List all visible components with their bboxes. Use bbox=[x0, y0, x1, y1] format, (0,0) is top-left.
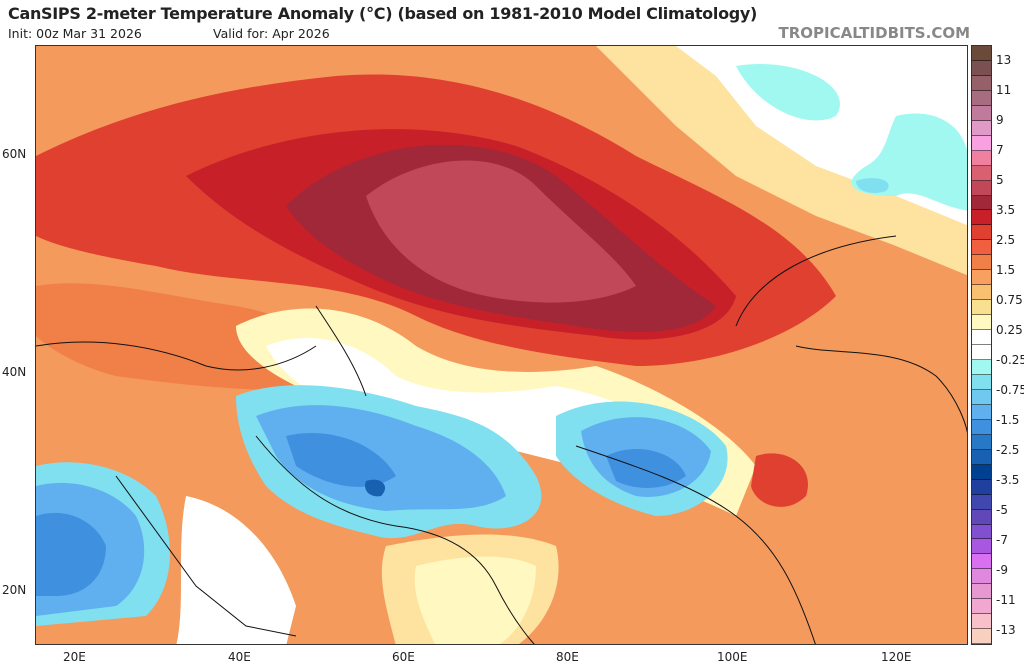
colorbar-swatch bbox=[972, 255, 991, 271]
colorbar-swatch bbox=[972, 285, 991, 301]
colorbar-swatch bbox=[972, 464, 991, 480]
colorbar-tick-label: -0.75 bbox=[996, 383, 1024, 397]
colorbar-swatch bbox=[972, 330, 991, 346]
map-title: CanSIPS 2-meter Temperature Anomaly (°C)… bbox=[8, 4, 758, 23]
colorbar-swatch bbox=[972, 449, 991, 465]
temperature-anomaly-map bbox=[35, 45, 968, 645]
colorbar-swatch bbox=[972, 629, 991, 645]
colorbar-swatch bbox=[972, 165, 991, 181]
colorbar-tick-label: -1.5 bbox=[996, 413, 1020, 427]
colorbar-swatch bbox=[972, 599, 991, 615]
colorbar-swatch bbox=[972, 240, 991, 256]
colorbar-tick-label: 3.5 bbox=[996, 203, 1016, 217]
colorbar-swatch bbox=[972, 90, 991, 106]
colorbar-tick-label: -3.5 bbox=[996, 473, 1020, 487]
colorbar-tick-label: 7 bbox=[996, 143, 1004, 157]
lon-label-80e: 80E bbox=[556, 650, 579, 664]
colorbar-tick-label: -0.25 bbox=[996, 353, 1024, 367]
colorbar-swatch bbox=[972, 195, 991, 211]
colorbar-swatch bbox=[972, 75, 991, 91]
colorbar-swatch bbox=[972, 225, 991, 241]
colorbar-tick-label: 0.75 bbox=[996, 293, 1023, 307]
lat-label-60n: 60N bbox=[2, 147, 27, 161]
colorbar-swatch bbox=[972, 135, 991, 151]
colorbar-swatch bbox=[972, 419, 991, 435]
colorbar-swatch bbox=[972, 404, 991, 420]
lon-label-60e: 60E bbox=[392, 650, 415, 664]
colorbar-swatch bbox=[972, 539, 991, 555]
colorbar-tick-label: -11 bbox=[996, 593, 1016, 607]
colorbar-swatch bbox=[972, 584, 991, 600]
colorbar-swatch bbox=[972, 300, 991, 316]
colorbar-tick-label: 13 bbox=[996, 53, 1012, 67]
colorbar-swatch bbox=[972, 345, 991, 361]
colorbar-swatch bbox=[972, 46, 991, 61]
colorbar-tick-label: 1.5 bbox=[996, 263, 1016, 277]
valid-time: Valid for: Apr 2026 bbox=[213, 26, 330, 41]
colorbar bbox=[971, 45, 992, 645]
colorbar-swatch bbox=[972, 434, 991, 450]
colorbar-swatch bbox=[972, 120, 991, 136]
colorbar-swatch bbox=[972, 60, 991, 76]
colorbar-swatch bbox=[972, 315, 991, 331]
colorbar-swatch bbox=[972, 554, 991, 570]
lat-label-20n: 20N bbox=[2, 583, 27, 597]
colorbar-tick-label: 0.25 bbox=[996, 323, 1023, 337]
colorbar-tick-label: 9 bbox=[996, 113, 1004, 127]
colorbar-swatch bbox=[972, 210, 991, 226]
anomaly-field bbox=[36, 46, 967, 644]
lon-label-40e: 40E bbox=[228, 650, 251, 664]
init-time: Init: 00z Mar 31 2026 bbox=[8, 26, 142, 41]
colorbar-swatch bbox=[972, 360, 991, 375]
lat-label-40n: 40N bbox=[2, 365, 27, 379]
colorbar-tick-label: -5 bbox=[996, 503, 1008, 517]
lon-label-120e: 120E bbox=[881, 650, 912, 664]
colorbar-swatch bbox=[972, 150, 991, 166]
colorbar-swatch bbox=[972, 479, 991, 495]
colorbar-swatch bbox=[972, 180, 991, 196]
colorbar-swatch bbox=[972, 494, 991, 510]
colorbar-tick-label: -2.5 bbox=[996, 443, 1020, 457]
colorbar-swatch bbox=[972, 270, 991, 286]
colorbar-tick-label: -7 bbox=[996, 533, 1008, 547]
site-watermark: TROPICALTIDBITS.COM bbox=[778, 24, 971, 42]
colorbar-swatch bbox=[972, 374, 991, 390]
lon-label-20e: 20E bbox=[63, 650, 86, 664]
colorbar-tick-label: 11 bbox=[996, 83, 1012, 97]
colorbar-swatch bbox=[972, 569, 991, 585]
colorbar-tick-label: 2.5 bbox=[996, 233, 1016, 247]
colorbar-tick-label: -13 bbox=[996, 623, 1016, 637]
lon-label-100e: 100E bbox=[717, 650, 748, 664]
colorbar-swatch bbox=[972, 524, 991, 540]
colorbar-swatch bbox=[972, 105, 991, 121]
colorbar-swatch bbox=[972, 389, 991, 405]
colorbar-swatch bbox=[972, 509, 991, 525]
colorbar-tick-label: 5 bbox=[996, 173, 1004, 187]
colorbar-swatch bbox=[972, 614, 991, 630]
colorbar-tick-label: -9 bbox=[996, 563, 1008, 577]
